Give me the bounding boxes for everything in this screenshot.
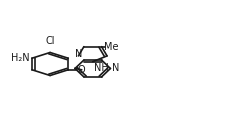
Text: N: N [112,63,119,73]
Text: N: N [75,49,83,59]
Text: Cl: Cl [45,36,55,46]
Text: NH: NH [94,63,109,73]
Text: H₂N: H₂N [11,53,30,63]
Text: Me: Me [104,42,118,52]
Text: O: O [78,65,85,75]
